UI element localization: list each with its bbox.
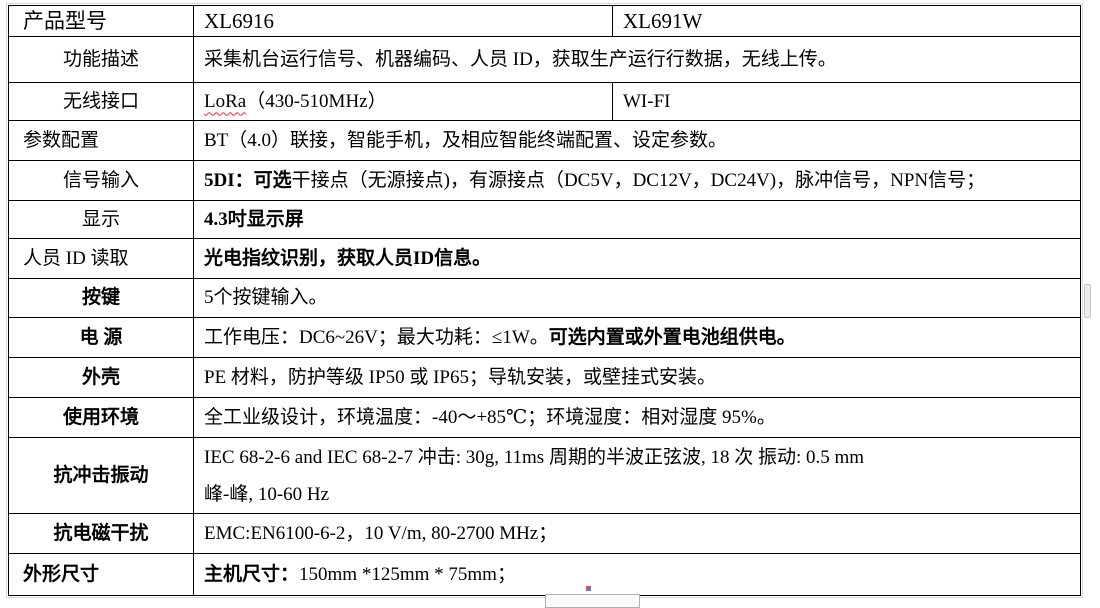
value-text: PE 材料，防护等级 IP50 或 IP65；导轨安装，或壁挂式安装。 <box>204 366 716 388</box>
row-value: 4.3吋显示屏 <box>193 200 1081 239</box>
value-text: 150mm *125mm * 75mm； <box>299 563 516 585</box>
row-label: 信号输入 <box>8 160 194 201</box>
table-row: 显示 4.3吋显示屏 <box>8 200 1081 239</box>
table-row: 抗冲击振动 IEC 68-2-6 and IEC 68-2-7 冲击: 30g, … <box>8 437 1081 514</box>
page-break-artifact <box>545 594 640 608</box>
row-value: 采集机台运行信号、机器编码、人员 ID，获取生产运行行数据，无线上传。 <box>193 36 1081 83</box>
value-text: XL6916 <box>204 9 274 33</box>
row-value: XL691W <box>612 5 1081 37</box>
row-value: LoRa（430-510MHz） <box>193 82 613 121</box>
value-text: IEC 68-2-6 and IEC 68-2-7 冲击: 30g, 11ms … <box>204 446 865 505</box>
row-label: 无线接口 <box>8 82 194 121</box>
row-value: WI-FI <box>612 82 1081 121</box>
value-text: 4.3吋显示屏 <box>204 208 304 230</box>
cursor-artifact <box>586 586 591 591</box>
table-row: 外形尺寸 主机尺寸：150mm *125mm * 75mm； <box>8 553 1081 596</box>
value-text: BT（4.0）联接，智能手机，及相应智能终端配置、设定参数。 <box>204 129 728 151</box>
row-value: 光电指纹识别，获取人员ID信息。 <box>193 238 1081 279</box>
row-label: 使用环境 <box>8 397 194 438</box>
value-text: WI-FI <box>623 90 671 112</box>
value-text: XL691W <box>623 9 703 33</box>
table-row: 按键 5个按键输入。 <box>8 278 1081 318</box>
spellcheck-underlined-text: LoRa <box>204 90 247 112</box>
row-label: 外形尺寸 <box>8 553 194 596</box>
table-row: 无线接口 LoRa（430-510MHz） WI-FI <box>8 82 1081 121</box>
row-value: 全工业级设计，环境温度：-40～+85℃；环境湿度：相对湿度 95%。 <box>193 397 1081 438</box>
row-value: 5个按键输入。 <box>193 278 1081 318</box>
value-text: 主机尺寸： <box>204 563 300 585</box>
row-value: 工作电压：DC6~26V；最大功耗：≤1W。可选内置或外置电池组供电。 <box>193 317 1081 358</box>
row-label: 按键 <box>8 278 194 318</box>
spec-table-body: 产品型号 XL6916 XL691W 功能描述 采集机台运行信号、机器编码、人员 ID，… <box>8 5 1081 596</box>
table-row: 使用环境 全工业级设计，环境温度：-40～+85℃；环境湿度：相对湿度 95%。 <box>8 397 1081 438</box>
scrollbar-thumb-artifact <box>1084 284 1091 318</box>
value-text: 可选内置或外置电池组供电。 <box>548 326 796 348</box>
row-value: BT（4.0）联接，智能手机，及相应智能终端配置、设定参数。 <box>193 120 1081 161</box>
table-row: 抗电磁干扰 EMC:EN6100-6-2，10 V/m, 80-2700 MHz； <box>8 513 1081 554</box>
row-value: PE 材料，防护等级 IP50 或 IP65；导轨安装，或壁挂式安装。 <box>193 357 1081 398</box>
row-value: 5DI：可选干接点（无源接点)，有源接点（DC5V，DC12V，DC24V)，脉… <box>193 160 1081 201</box>
value-text: 干接点（无源接点)，有源接点（DC5V，DC12V，DC24V)，脉冲信号，NP… <box>291 169 986 191</box>
table-row: 信号输入 5DI：可选干接点（无源接点)，有源接点（DC5V，DC12V，DC24… <box>8 160 1081 201</box>
row-label: 电 源 <box>8 317 194 358</box>
row-label: 抗电磁干扰 <box>8 513 194 554</box>
row-value: XL6916 <box>193 5 613 37</box>
value-text: 5个按键输入。 <box>204 287 328 308</box>
row-label: 参数配置 <box>8 120 194 161</box>
value-text: EMC:EN6100-6-2，10 V/m, 80-2700 MHz； <box>204 522 558 544</box>
value-text: 采集机台运行信号、机器编码、人员 ID，获取生产运行行数据，无线上传。 <box>204 48 837 70</box>
value-text: 5DI：可选 <box>204 169 292 191</box>
table-row: 人员 ID 读取 光电指纹识别，获取人员ID信息。 <box>8 238 1081 279</box>
value-text: （430-510MHz） <box>246 90 387 112</box>
row-label: 显示 <box>8 200 194 239</box>
value-text: 工作电压：DC6~26V；最大功耗：≤1W。 <box>204 326 549 348</box>
row-label: 功能描述 <box>8 36 194 83</box>
table-row: 产品型号 XL6916 XL691W <box>8 5 1081 37</box>
product-spec-table: 产品型号 XL6916 XL691W 功能描述 采集机台运行信号、机器编码、人员 ID，… <box>6 3 1083 598</box>
table-row: 外壳 PE 材料，防护等级 IP50 或 IP65；导轨安装，或壁挂式安装。 <box>8 357 1081 398</box>
value-text: 全工业级设计，环境温度：-40～+85℃；环境湿度：相对湿度 95%。 <box>204 406 776 428</box>
row-label: 产品型号 <box>8 5 194 37</box>
table-row: 参数配置 BT（4.0）联接，智能手机，及相应智能终端配置、设定参数。 <box>8 120 1081 161</box>
row-label: 抗冲击振动 <box>8 437 194 514</box>
table-row: 电 源工作电压：DC6~26V；最大功耗：≤1W。可选内置或外置电池组供电。 <box>8 317 1081 358</box>
row-label: 人员 ID 读取 <box>8 238 194 279</box>
row-value: EMC:EN6100-6-2，10 V/m, 80-2700 MHz； <box>193 513 1081 554</box>
row-label: 外壳 <box>8 357 194 398</box>
table-row: 功能描述 采集机台运行信号、机器编码、人员 ID，获取生产运行行数据，无线上传。 <box>8 36 1081 83</box>
row-value: IEC 68-2-6 and IEC 68-2-7 冲击: 30g, 11ms … <box>193 437 1081 514</box>
value-text: 光电指纹识别，获取人员ID信息。 <box>204 247 492 269</box>
row-value: 主机尺寸：150mm *125mm * 75mm； <box>193 553 1081 596</box>
